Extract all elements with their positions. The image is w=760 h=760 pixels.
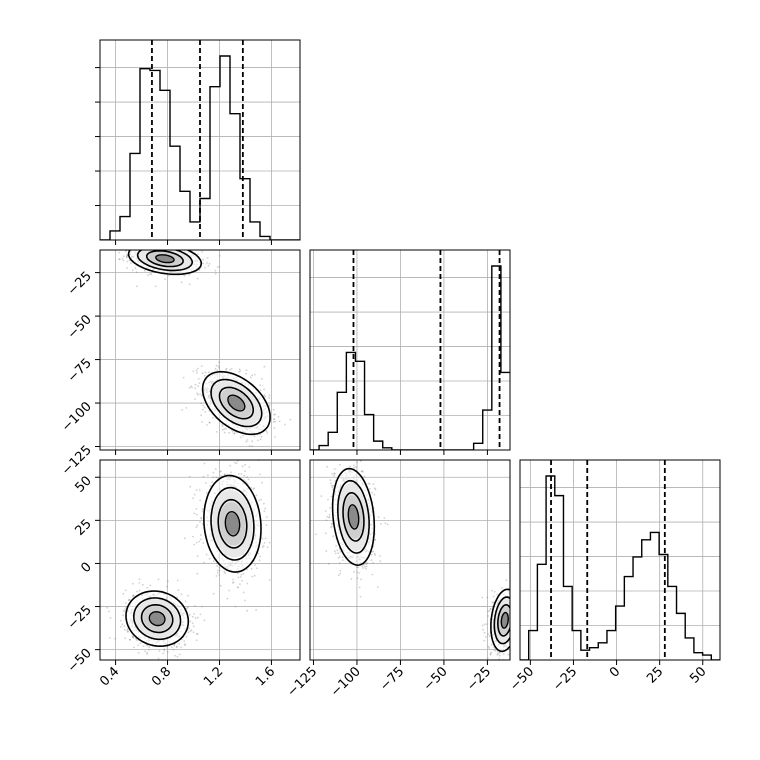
density-fill bbox=[501, 613, 508, 628]
contour-line bbox=[201, 370, 271, 436]
contour-line bbox=[490, 588, 510, 653]
x-tick-label: 0.4 bbox=[97, 664, 122, 689]
panel-border bbox=[309, 459, 511, 661]
y-tick-label: −50 bbox=[65, 646, 95, 676]
contour-line bbox=[146, 250, 184, 268]
panel-2-0: 0.4 0.8 1.2 1.6 −50 −25 0 25 50 bbox=[65, 459, 301, 689]
contour-line bbox=[127, 250, 203, 276]
histogram-step bbox=[310, 265, 510, 450]
x-tick-label: 50 bbox=[687, 664, 709, 686]
x-tick-label: −100 bbox=[328, 664, 364, 700]
x-tick-label: −25 bbox=[464, 664, 494, 694]
y-tick-label: −75 bbox=[65, 356, 95, 386]
panel-2-1: −125 −100 −75 −50 −25 bbox=[284, 459, 511, 700]
panel-border bbox=[99, 249, 301, 451]
contour-line bbox=[347, 504, 360, 530]
x-tick-label: 0 bbox=[607, 664, 623, 680]
panel-1-1 bbox=[309, 249, 511, 455]
histogram-step bbox=[520, 475, 720, 660]
contour-line bbox=[224, 510, 241, 537]
contour-line bbox=[342, 491, 365, 542]
contour-line bbox=[155, 254, 175, 264]
panel-2-2: −50 −25 0 25 50 bbox=[507, 459, 721, 694]
panel-1-1-area bbox=[310, 250, 510, 450]
panel-border bbox=[99, 39, 301, 241]
y-tick-label: 25 bbox=[73, 517, 95, 539]
contour-line bbox=[493, 596, 510, 645]
contour-line bbox=[210, 486, 255, 561]
panel-0-0-area bbox=[100, 40, 300, 240]
panel-1-0-area bbox=[100, 250, 300, 450]
y-tick-label: −25 bbox=[65, 269, 95, 299]
contour-line bbox=[336, 479, 370, 554]
y-tick-label: 50 bbox=[73, 473, 95, 495]
x-tick-label: −50 bbox=[421, 664, 451, 694]
contour-line bbox=[496, 603, 510, 637]
contour-line bbox=[500, 611, 510, 629]
x-tick-label: 25 bbox=[644, 664, 666, 686]
contour-line bbox=[148, 610, 166, 627]
histogram-step bbox=[100, 55, 300, 240]
y-tick-label: −100 bbox=[59, 399, 95, 435]
density-fill bbox=[348, 506, 359, 528]
panel-2-0-area bbox=[100, 460, 300, 660]
x-tick-label: −50 bbox=[507, 664, 537, 694]
x-tick-label: −75 bbox=[377, 664, 407, 694]
x-tick-label: 1.6 bbox=[253, 664, 278, 689]
contour-line bbox=[227, 394, 246, 412]
x-tick-label: −125 bbox=[284, 664, 320, 700]
contour-line bbox=[210, 378, 263, 428]
density-fill bbox=[150, 612, 165, 625]
density-fill bbox=[156, 255, 174, 263]
contour-line bbox=[140, 603, 174, 634]
density-fill bbox=[226, 512, 239, 535]
contour-line bbox=[132, 597, 182, 641]
x-tick-label: 0.8 bbox=[149, 664, 174, 689]
panel-1-0: −125 −100 −75 −50 −25 bbox=[59, 249, 301, 479]
contour-line bbox=[136, 250, 194, 272]
contour-line bbox=[203, 474, 262, 573]
panel-2-2-area bbox=[520, 460, 720, 660]
contour-line bbox=[125, 590, 190, 648]
panel-border bbox=[519, 459, 721, 661]
panel-border bbox=[99, 459, 301, 661]
panel-0-0 bbox=[95, 39, 301, 245]
x-tick-label: 1.2 bbox=[201, 664, 226, 689]
panel-border bbox=[309, 249, 511, 451]
contour-line bbox=[217, 498, 248, 549]
density-fill bbox=[228, 396, 244, 411]
x-tick-label: −25 bbox=[550, 664, 580, 694]
y-tick-label: −125 bbox=[59, 443, 95, 479]
contour-line bbox=[218, 386, 254, 420]
y-tick-label: 0 bbox=[78, 560, 94, 576]
contour-line bbox=[331, 467, 376, 567]
panel-2-1-area bbox=[310, 460, 510, 660]
y-tick-label: −50 bbox=[65, 312, 95, 342]
y-tick-label: −25 bbox=[65, 603, 95, 633]
